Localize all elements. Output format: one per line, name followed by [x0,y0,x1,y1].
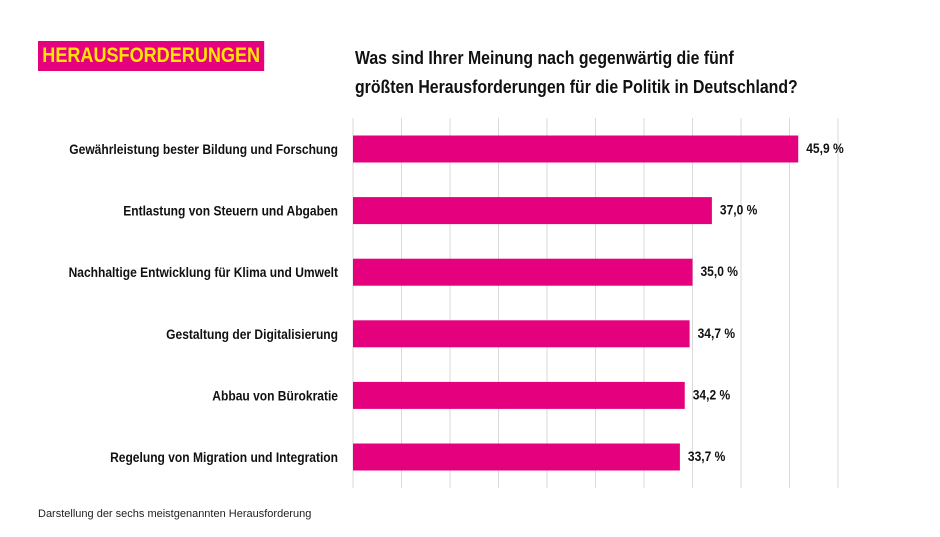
chart-title-line-2: größten Herausforderungen für die Politi… [355,77,798,97]
category-label: Nachhaltige Entwicklung für Klima und Um… [69,264,339,280]
value-label: 35,0 % [700,263,738,279]
footnote: Darstellung der sechs meistgenannten Her… [38,508,312,520]
section-tag: HERAUSFORDERUNGEN [38,41,265,71]
category-label: Entlastung von Steuern und Abgaben [123,203,338,219]
value-label: 34,2 % [693,387,731,403]
bars [353,135,799,471]
value-labels: 45,9 % 37,0 % 35,0 % 34,7 % 34,2 % 33,7 % [688,140,844,464]
value-label: 34,7 % [698,325,736,341]
category-label: Gewährleistung bester Bildung und Forsch… [69,141,338,157]
bar [353,381,685,409]
bar [353,197,712,225]
category-label: Regelung von Migration und Integration [110,449,338,465]
bar [353,320,690,348]
category-labels: Gewährleistung bester Bildung und Forsch… [69,141,339,465]
value-label: 37,0 % [720,202,758,218]
value-label: 33,7 % [688,448,726,464]
chart-title-line-1: Was sind Ihrer Meinung nach gegenwärtig … [355,48,734,68]
chart-title: Was sind Ihrer Meinung nach gegenwärtig … [355,44,848,102]
bar [353,135,799,163]
grid-lines [352,118,839,488]
category-label: Abbau von Bürokratie [212,388,338,404]
bar [353,443,680,471]
value-label: 45,9 % [806,140,844,156]
category-label: Gestaltung der Digitalisierung [166,326,338,342]
bar [353,258,693,286]
